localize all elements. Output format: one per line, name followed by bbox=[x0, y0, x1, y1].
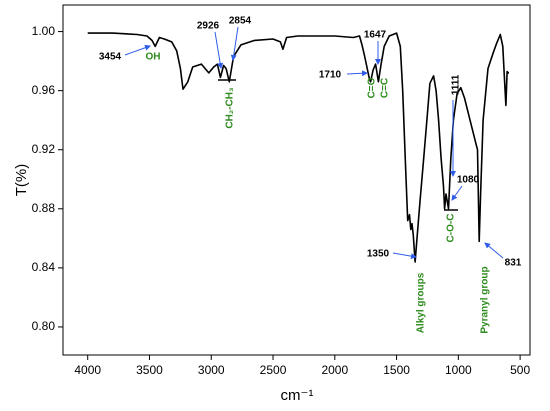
annotation: 1350 bbox=[367, 249, 390, 260]
y-tick-label: 0.92 bbox=[32, 142, 56, 156]
annotation: 1710 bbox=[319, 70, 342, 81]
arrow bbox=[230, 26, 239, 61]
annotation: C=C bbox=[380, 78, 391, 98]
arrow bbox=[346, 70, 368, 77]
arrow bbox=[214, 31, 224, 69]
x-tick-label: 2500 bbox=[260, 363, 287, 377]
x-axis-label: cm⁻¹ bbox=[281, 387, 314, 404]
annotation: C=O bbox=[367, 77, 378, 98]
annotation: 2854 bbox=[229, 16, 252, 27]
annotation: 1080 bbox=[457, 175, 480, 186]
annotation: C-O-C bbox=[446, 214, 457, 243]
annotation: Pyranyl group bbox=[480, 266, 491, 333]
arrow bbox=[451, 185, 463, 201]
y-tick-label: 0.96 bbox=[32, 83, 56, 97]
plot-frame bbox=[62, 4, 531, 356]
annotation: 1111 bbox=[451, 74, 462, 95]
annotation: 1647 bbox=[364, 30, 387, 41]
arrow bbox=[484, 242, 504, 259]
y-tick-label: 0.80 bbox=[32, 319, 56, 333]
annotation: Alkyl groups bbox=[416, 272, 427, 333]
y-tick-label: 0.88 bbox=[32, 201, 56, 215]
y-axis-label: T(%) bbox=[13, 164, 30, 197]
annotation: 831 bbox=[505, 258, 522, 269]
x-tick-label: 3500 bbox=[136, 363, 163, 377]
x-tick-label: 4000 bbox=[74, 363, 101, 377]
x-tick-label: 3000 bbox=[198, 363, 225, 377]
annotation: 3454 bbox=[99, 52, 122, 63]
x-tick-label: 1000 bbox=[445, 363, 472, 377]
arrow bbox=[124, 44, 151, 56]
x-tick-label: 2000 bbox=[321, 363, 348, 377]
annotation: OH bbox=[146, 52, 161, 63]
x-tick-label: 1500 bbox=[383, 363, 410, 377]
x-tick-label: 500 bbox=[510, 363, 530, 377]
arrow bbox=[392, 252, 417, 260]
y-tick-label: 1.00 bbox=[32, 24, 56, 38]
spectrum-line bbox=[87, 32, 510, 263]
annotation: CH₂-CH₃ bbox=[225, 87, 236, 129]
annotation: 2926 bbox=[197, 21, 220, 32]
y-tick-label: 0.84 bbox=[32, 260, 56, 274]
